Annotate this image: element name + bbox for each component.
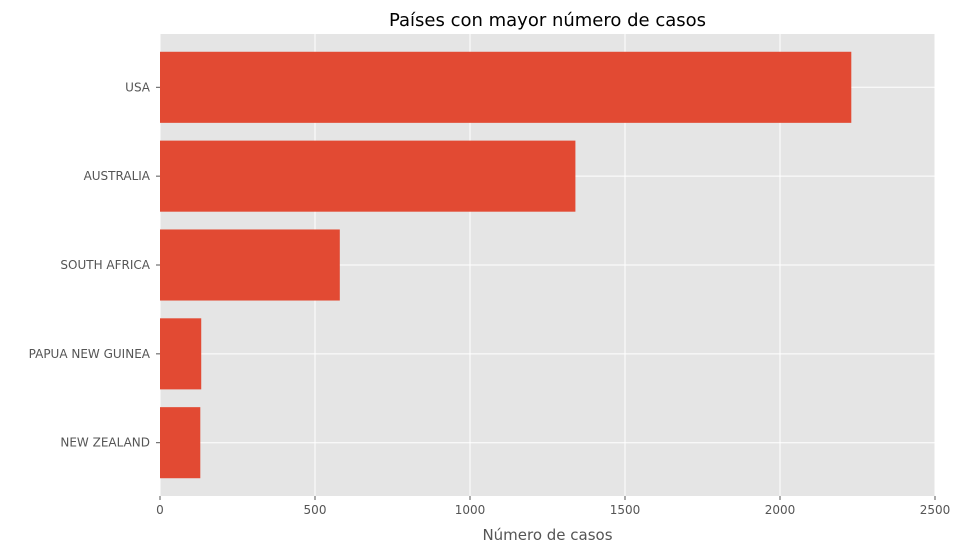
bars bbox=[160, 51, 852, 479]
bar bbox=[160, 229, 340, 301]
x-tick-label: 2000 bbox=[765, 503, 796, 517]
x-tick-label: 500 bbox=[304, 503, 327, 517]
y-tick-label: USA bbox=[125, 80, 151, 94]
y-tick-label: PAPUA NEW GUINEA bbox=[29, 347, 151, 361]
bar bbox=[160, 140, 576, 212]
y-tick-label: NEW ZEALAND bbox=[60, 436, 150, 450]
x-tick-label: 0 bbox=[156, 503, 164, 517]
x-tick-label: 1500 bbox=[610, 503, 641, 517]
x-tick-label: 1000 bbox=[455, 503, 486, 517]
x-tick-label: 2500 bbox=[920, 503, 951, 517]
y-tick-label: AUSTRALIA bbox=[84, 169, 151, 183]
bar bbox=[160, 318, 202, 390]
x-axis-ticks: 0 500 1000 1500 2000 2500 bbox=[156, 496, 950, 517]
bar bbox=[160, 407, 201, 479]
y-tick-label: SOUTH AFRICA bbox=[60, 258, 150, 272]
y-axis-ticks: USA AUSTRALIA SOUTH AFRICA PAPUA NEW GUINEA… bbox=[29, 80, 160, 450]
bar bbox=[160, 51, 852, 123]
chart-title: Países con mayor número de casos bbox=[389, 10, 706, 31]
x-axis-label: Número de casos bbox=[482, 526, 612, 544]
